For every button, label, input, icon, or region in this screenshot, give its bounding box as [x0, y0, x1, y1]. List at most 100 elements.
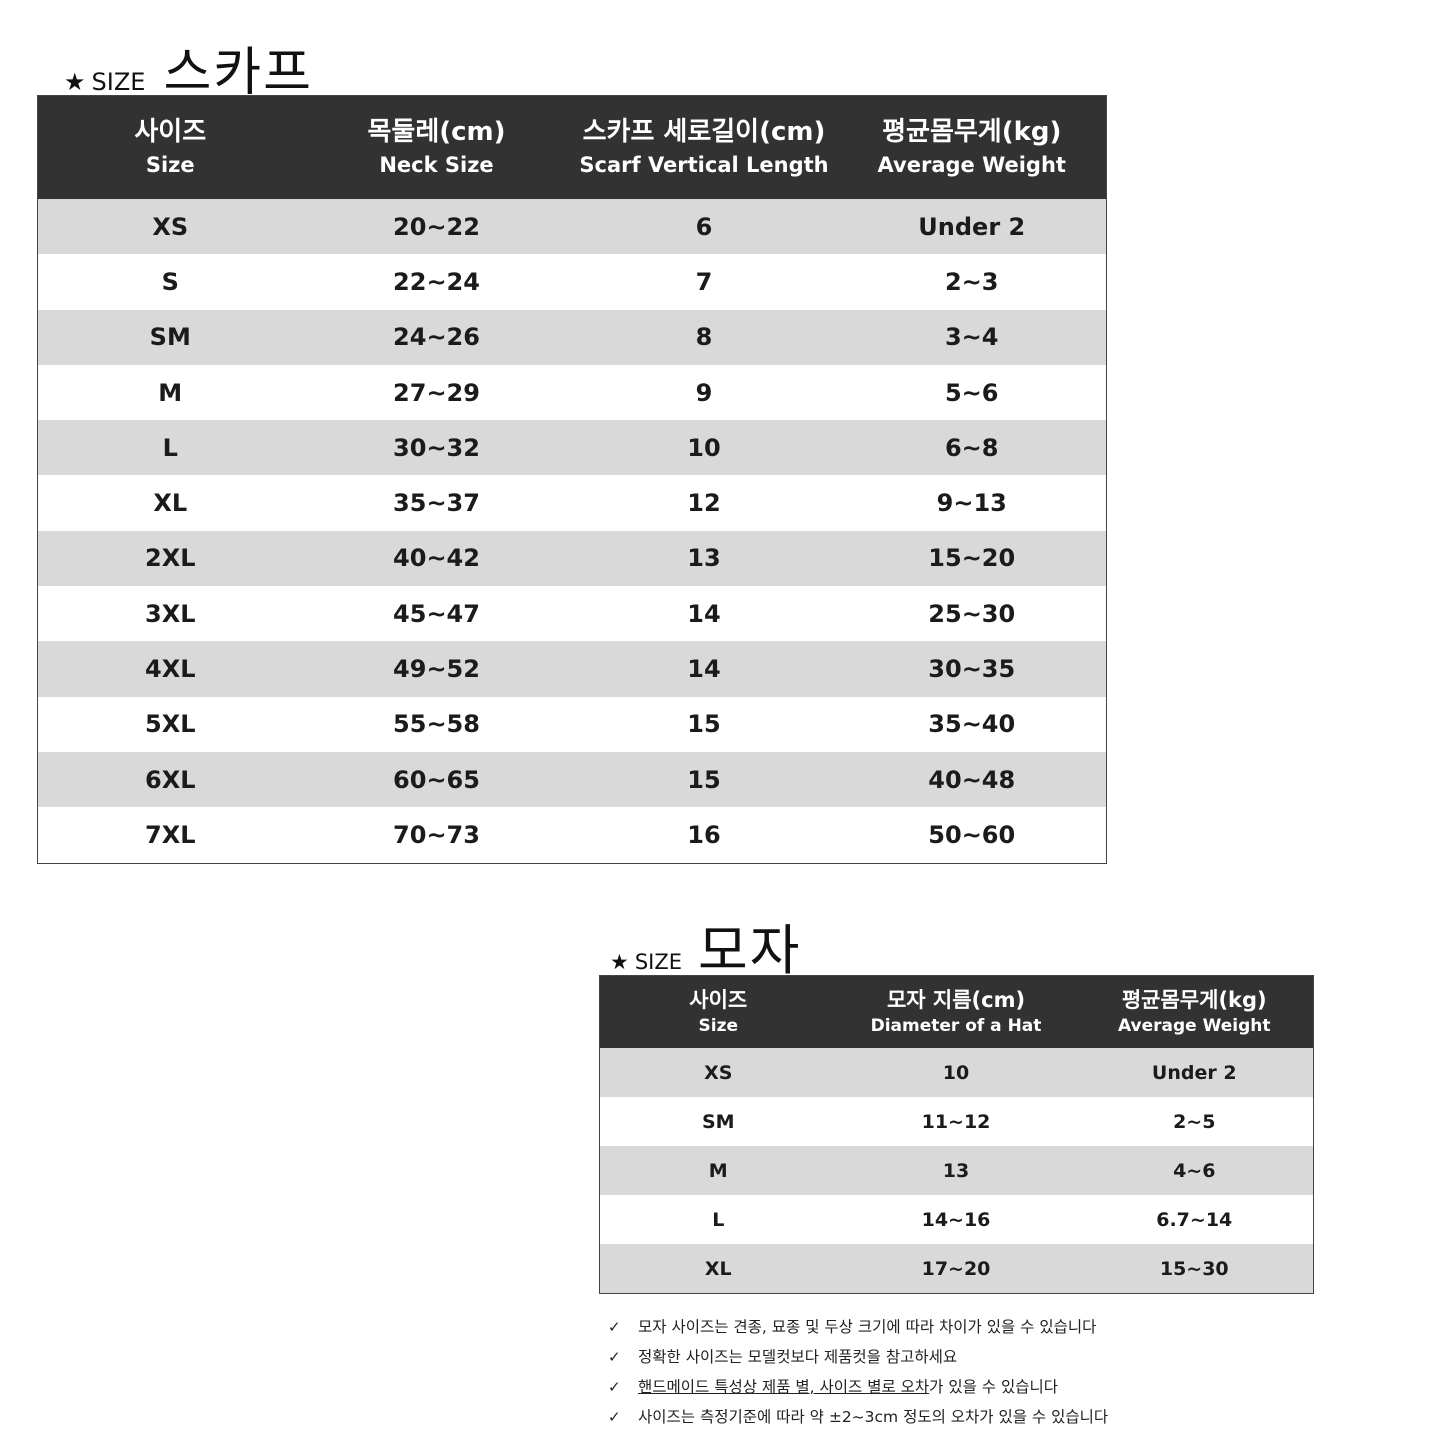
table-cell: 14 [570, 641, 838, 697]
table-cell: 30~35 [837, 641, 1107, 697]
table-cell: 4~6 [1075, 1146, 1314, 1195]
scarf-table-body: XS 20~22 6 Under 2 S 22~24 7 2~3 SM 24~26 8 3~4 M 27~… [37, 199, 1107, 864]
star-icon: ★ [610, 950, 629, 974]
table-cell: 6~8 [837, 420, 1107, 476]
column-header: 모자 지름(cm) Diameter of a Hat [836, 975, 1076, 1048]
table-cell: 3~4 [837, 309, 1107, 365]
column-header: 평균몸무게(kg) Average Weight [837, 95, 1107, 199]
table-cell: 45~47 [302, 586, 571, 642]
table-cell: M [599, 1146, 837, 1195]
column-header-en: Average Weight [1117, 1015, 1271, 1036]
table-row: XL 17~20 15~30 [599, 1244, 1314, 1294]
column-header-ko: 평균몸무게(kg) [882, 117, 1062, 148]
hat-table-body: XS 10 Under 2 SM 11~12 2~5 M 13 4~6 L 14~16 6.7~14 X… [599, 1048, 1314, 1294]
table-cell: 2~5 [1075, 1097, 1314, 1146]
column-header-ko: 스카프 세로길이(cm) [582, 117, 826, 148]
table-cell: 5~6 [837, 364, 1107, 421]
table-cell: XL [599, 1244, 837, 1294]
table-cell: XS [599, 1048, 837, 1097]
table-cell: 50~60 [837, 807, 1107, 864]
table-cell: 55~58 [302, 696, 571, 752]
table-row: 4XL 49~52 14 30~35 [37, 641, 1107, 697]
column-header-en: Diameter of a Hat [870, 1015, 1042, 1036]
scarf-table-header: 사이즈 Size 목둘레(cm) Neck Size 스카프 세로길이(cm) Scarf… [37, 95, 1107, 199]
table-cell: L [599, 1195, 837, 1244]
column-header-en: Average Weight [877, 152, 1066, 177]
table-cell: 15 [570, 751, 838, 808]
table-cell: XL [37, 475, 303, 531]
hat-section-title: ★ SIZE 모자 [610, 906, 801, 985]
table-cell: Under 2 [837, 199, 1107, 255]
column-header-ko: 목둘레(cm) [367, 117, 506, 148]
table-cell: 15 [570, 696, 838, 752]
table-cell: 15~20 [837, 530, 1107, 587]
hat-title-text: 모자 [698, 919, 802, 982]
table-cell: 40~42 [302, 530, 571, 587]
table-cell: SM [599, 1097, 837, 1146]
table-cell: 7XL [37, 807, 303, 864]
scarf-size-table: 사이즈 Size 목둘레(cm) Neck Size 스카프 세로길이(cm) Scarf… [37, 95, 1107, 864]
table-cell: 6.7~14 [1075, 1195, 1314, 1244]
note-item: ✓ 정확한 사이즈는 모델컷보다 제품컷을 참고하세요 [608, 1344, 1108, 1374]
table-cell: 14~16 [836, 1195, 1076, 1244]
table-row: XS 10 Under 2 [599, 1048, 1314, 1097]
table-row: 5XL 55~58 15 35~40 [37, 696, 1107, 752]
table-cell: 2XL [37, 530, 303, 587]
check-icon: ✓ [608, 1318, 621, 1336]
table-cell: 10 [570, 420, 838, 476]
table-cell: 30~32 [302, 420, 571, 476]
table-row: 6XL 60~65 15 40~48 [37, 751, 1107, 808]
table-row: 7XL 70~73 16 50~60 [37, 807, 1107, 864]
table-cell: 70~73 [302, 807, 571, 864]
column-header-en: Size [145, 152, 195, 177]
table-cell: 15~30 [1075, 1244, 1314, 1294]
table-cell: 11~12 [836, 1097, 1076, 1146]
table-row: SM 11~12 2~5 [599, 1097, 1314, 1146]
table-cell: 35~40 [837, 696, 1107, 752]
column-header-en: Scarf Vertical Length [579, 152, 829, 177]
table-cell: 35~37 [302, 475, 571, 531]
table-cell: 17~20 [836, 1244, 1076, 1294]
column-header-en: Neck Size [379, 152, 494, 177]
column-header: 사이즈 Size [37, 95, 303, 199]
table-cell: 10 [836, 1048, 1076, 1097]
table-cell: 60~65 [302, 751, 571, 808]
column-header: 사이즈 Size [599, 975, 837, 1048]
table-cell: 14 [570, 586, 838, 642]
column-header: 평균몸무게(kg) Average Weight [1075, 975, 1314, 1048]
table-cell: 9 [570, 364, 838, 421]
column-header-ko: 평균몸무게(kg) [1121, 987, 1267, 1012]
table-cell: 20~22 [302, 199, 571, 255]
table-cell: 25~30 [837, 586, 1107, 642]
column-header-ko: 모자 지름(cm) [886, 987, 1026, 1012]
column-header: 스카프 세로길이(cm) Scarf Vertical Length [570, 95, 838, 199]
table-cell: 12 [570, 475, 838, 531]
table-cell: 9~13 [837, 475, 1107, 531]
table-row: S 22~24 7 2~3 [37, 254, 1107, 310]
table-row: XL 35~37 12 9~13 [37, 475, 1107, 531]
star-icon: ★ [64, 68, 86, 96]
note-text: 사이즈는 측정기준에 따라 약 ±2~3cm 정도의 오차가 있을 수 있습니다 [638, 1408, 1109, 1426]
column-header: 목둘레(cm) Neck Size [302, 95, 571, 199]
note-item: ✓ 사이즈는 측정기준에 따라 약 ±2~3cm 정도의 오차가 있을 수 있습니… [608, 1404, 1108, 1434]
note-text-underlined: 핸드메이드 특성상 제품 별, 사이즈 별로 오차 [638, 1378, 930, 1396]
table-cell: Under 2 [1075, 1048, 1314, 1097]
scarf-title-text: 스카프 [163, 43, 313, 103]
note-text: 모자 사이즈는 견종, 묘종 및 두상 크기에 따라 차이가 있을 수 있습니다 [638, 1318, 1097, 1336]
column-header-ko: 사이즈 [689, 987, 748, 1012]
column-header-ko: 사이즈 [134, 117, 207, 148]
check-icon: ✓ [608, 1348, 621, 1366]
note-item: ✓ 핸드메이드 특성상 제품 별, 사이즈 별로 오차가 있을 수 있습니다 [608, 1374, 1108, 1404]
hat-table-header: 사이즈 Size 모자 지름(cm) Diameter of a Hat 평균몸무게(k… [599, 975, 1314, 1048]
check-icon: ✓ [608, 1378, 621, 1396]
table-cell: XS [37, 199, 303, 255]
table-row: XS 20~22 6 Under 2 [37, 199, 1107, 255]
note-text: 정확한 사이즈는 모델컷보다 제품컷을 참고하세요 [638, 1348, 958, 1366]
table-cell: L [37, 420, 303, 476]
table-cell: 5XL [37, 696, 303, 752]
table-cell: 2~3 [837, 254, 1107, 310]
table-cell: 13 [570, 530, 838, 587]
table-cell: 8 [570, 309, 838, 365]
table-row: 2XL 40~42 13 15~20 [37, 530, 1107, 587]
table-cell: SM [37, 309, 303, 365]
